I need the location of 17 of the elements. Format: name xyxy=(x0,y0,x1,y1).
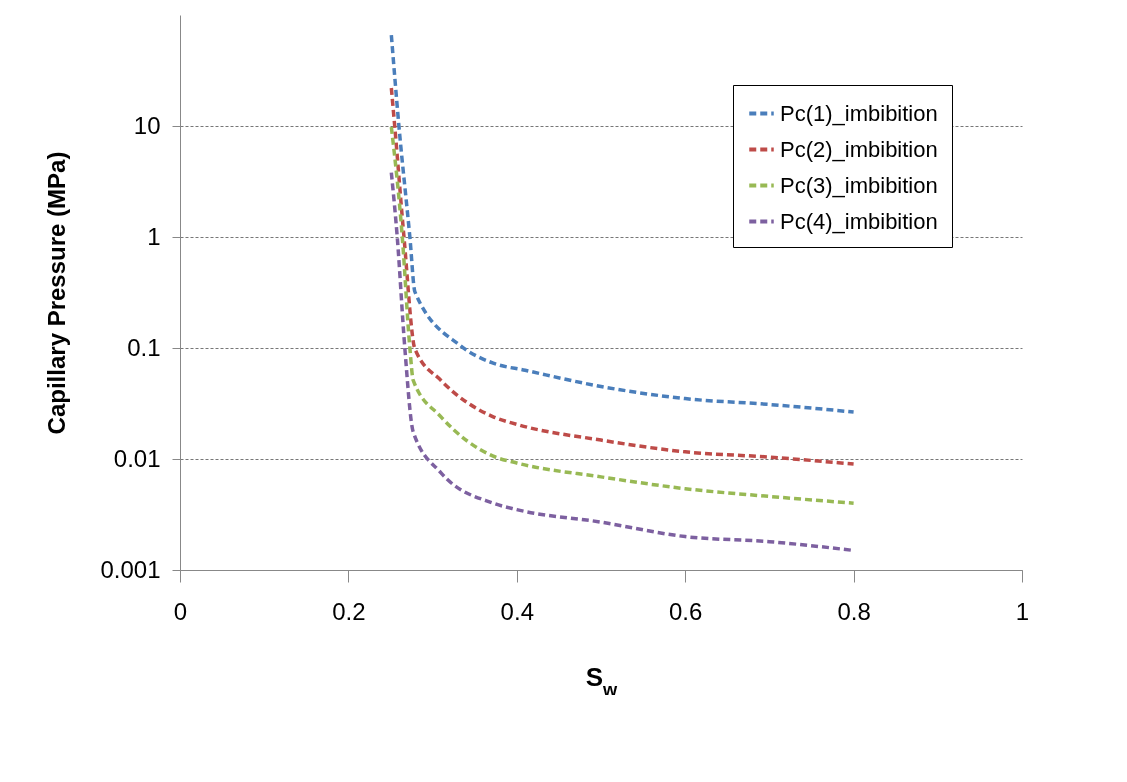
y-tick-label: 0.1 xyxy=(127,333,161,361)
x-axis-title: S$_{w}$ xyxy=(585,661,619,700)
y-tick-label: 0.001 xyxy=(100,555,161,583)
y-tick-label: 0.01 xyxy=(113,444,161,472)
y-tick-label: 1 xyxy=(147,222,161,250)
x-tick-label: 0 xyxy=(173,597,188,625)
legend-label: Pc(1)_imbibition xyxy=(780,100,938,126)
x-tick-label: 0.6 xyxy=(669,597,703,625)
y-tick-label: 10 xyxy=(133,111,161,139)
x-tick-label: 0.8 xyxy=(837,597,871,625)
legend-label: Pc(4)_imbibition xyxy=(780,208,938,234)
x-tick-label: 0.2 xyxy=(332,597,366,625)
legend-label: Pc(3)_imbibition xyxy=(780,172,938,198)
x-tick-label: 0.4 xyxy=(500,597,534,625)
x-tick-label: 1 xyxy=(1015,597,1030,625)
y-axis-title: Capillary Pressure (MPa) xyxy=(43,151,71,435)
legend-label: Pc(2)_imbibition xyxy=(780,136,938,162)
